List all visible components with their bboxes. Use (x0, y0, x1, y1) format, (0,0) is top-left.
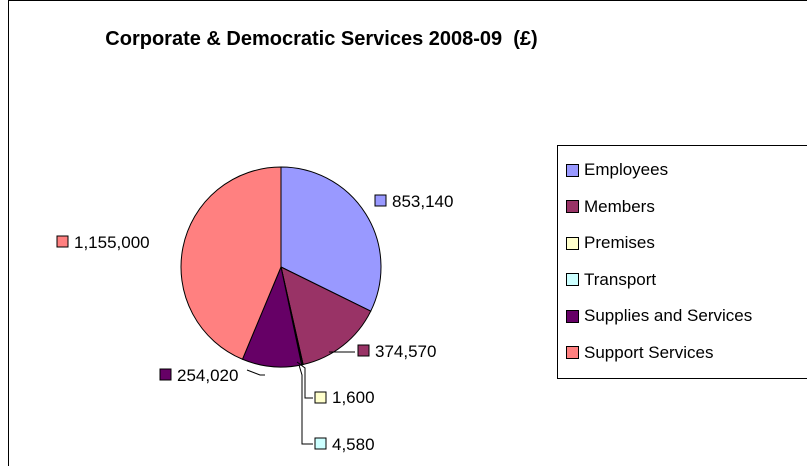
legend-item-members: Members (566, 196, 655, 218)
legend-label-members: Members (584, 196, 655, 216)
data-label-key-transport (314, 437, 327, 450)
legend-item-support-services: Support Services (566, 342, 713, 364)
data-label-members: 374,570 (375, 342, 436, 361)
data-label-transport: 4,580 (332, 435, 375, 454)
legend-item-employees: Employees (566, 159, 668, 181)
legend-label-support-services: Support Services (584, 342, 714, 362)
legend-item-transport: Transport (566, 269, 656, 291)
data-label-key-members (357, 344, 370, 357)
legend-swatch-premises (566, 236, 579, 250)
pie-slice-members (280, 266, 372, 366)
data-label-key-employees (374, 194, 387, 207)
legend-swatch-transport (566, 273, 579, 286)
data-label-key-supplies-and-services (159, 368, 172, 381)
pie-slice-employees (280, 166, 382, 312)
legend-swatch-supplies-and-services (566, 309, 579, 323)
data-label-key-support-services (56, 235, 69, 248)
chart-legend: Employees Members Premises Transport Supplie… (557, 145, 807, 379)
data-label-premises: 1,600 (332, 388, 375, 407)
legend-swatch-support-services (566, 346, 579, 359)
legend-label-supplies-and-services: Supplies and Services (584, 306, 753, 325)
legend-swatch-members (566, 200, 579, 213)
legend-label-premises: Premises (584, 233, 655, 252)
leader-line-transport (298, 364, 313, 445)
legend-label-transport: Transport (584, 269, 657, 289)
legend-item-premises: Premises (566, 232, 655, 254)
data-label-key-premises (314, 391, 327, 404)
data-label-support-services: 1,155,000 (74, 233, 150, 252)
pie-slice-support-services (180, 166, 282, 360)
data-label-supplies-and-services: 254,020 (177, 366, 238, 385)
leader-line-supplies-and-services (246, 369, 265, 376)
data-label-employees: 853,140 (392, 192, 453, 211)
legend-swatch-employees (566, 163, 579, 177)
chart-title: Corporate & Democratic Services 2008-09 … (105, 28, 538, 50)
leader-line-premises (296, 361, 313, 399)
legend-label-employees: Employees (584, 160, 669, 179)
legend-item-supplies-and-services: Supplies and Services (566, 305, 752, 327)
